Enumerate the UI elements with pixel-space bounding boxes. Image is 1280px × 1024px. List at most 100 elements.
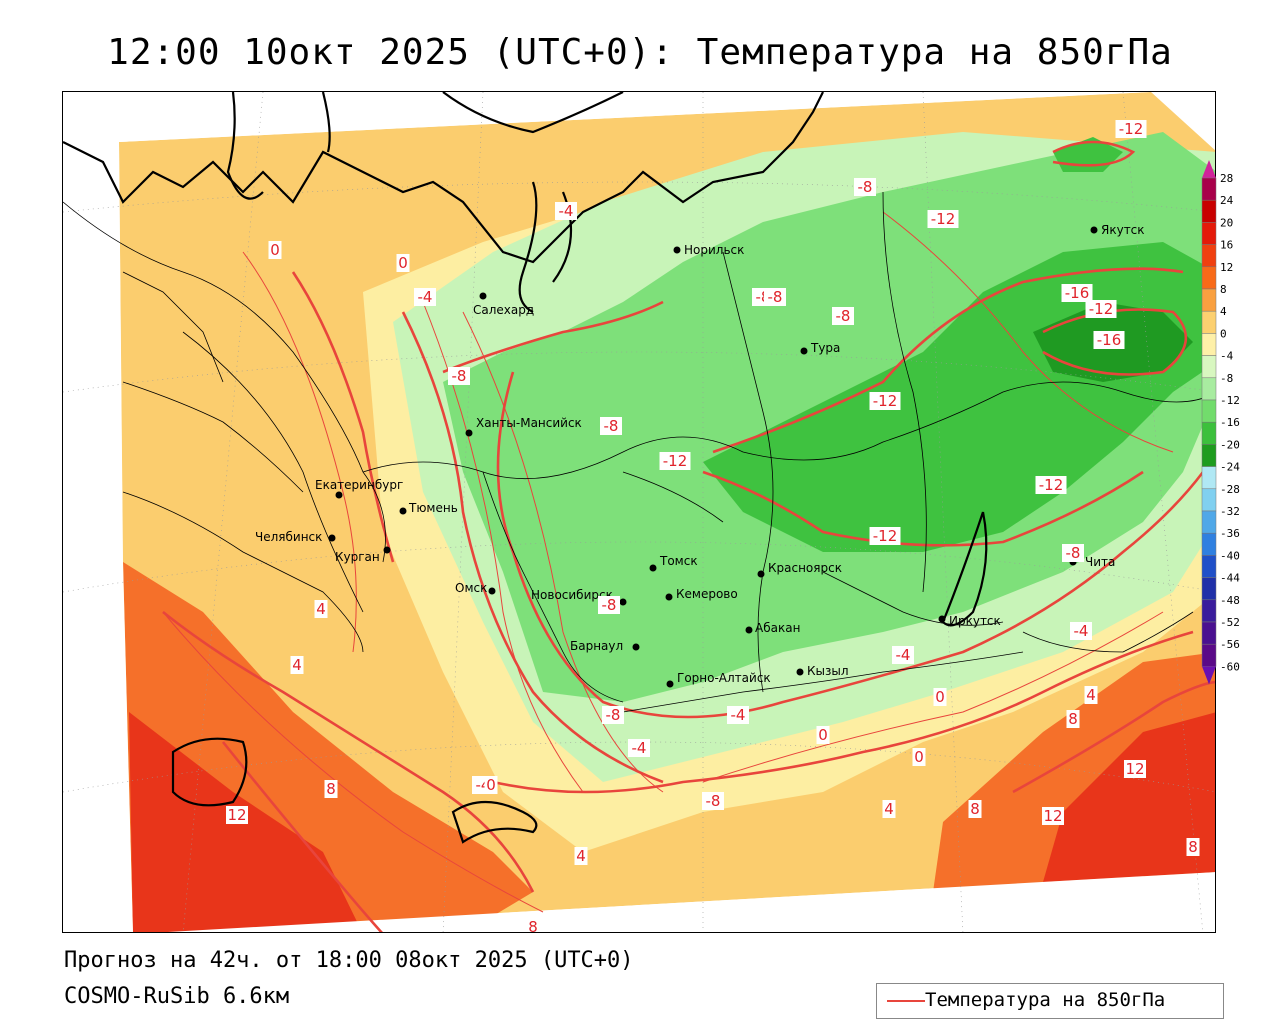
svg-text:Курган: Курган — [335, 550, 380, 564]
map-canvas: Норильск Якутск Салехард Тура Ханты-Манс… — [63, 92, 1215, 933]
isotherm-label: 0 — [912, 748, 926, 766]
city-khanty-mansiysk[interactable]: Ханты-Мансийск — [465, 416, 582, 437]
svg-text:-4: -4 — [896, 646, 911, 664]
svg-text:-4: -4 — [418, 288, 433, 306]
colorbar-tick-label: -40 — [1220, 549, 1240, 562]
city-tyumen[interactable]: Тюмень — [399, 501, 458, 515]
colorbar-tick-label: -48 — [1220, 594, 1240, 607]
svg-text:Иркутск: Иркутск — [949, 614, 1001, 628]
isotherm-label: 0 — [933, 688, 947, 706]
colorbar-swatch — [1201, 244, 1217, 268]
colorbar-swatch — [1201, 377, 1217, 401]
city-novosibirsk[interactable]: Новосибирск — [531, 588, 627, 606]
svg-text:Кемерово: Кемерово — [676, 587, 738, 601]
forecast-info: Прогноз на 42ч. от 18:00 08окт 2025 (UTC… — [64, 948, 634, 973]
isotherm-label: 12 — [1124, 760, 1146, 778]
outside-domain — [63, 92, 1215, 932]
isotherm-label: -8 — [600, 417, 622, 435]
city-kurgan[interactable]: Курган — [335, 546, 391, 565]
city-irkutsk[interactable]: Иркутск — [938, 614, 1001, 628]
graticule — [63, 92, 1215, 932]
svg-text:12: 12 — [227, 806, 246, 824]
colorbar-swatch — [1201, 266, 1217, 290]
svg-text:Якутск: Якутск — [1101, 223, 1145, 237]
city-yakutsk[interactable]: Якутск — [1090, 223, 1145, 237]
isotherm-label: -8 — [764, 288, 786, 306]
colorbar-tick-label: 24 — [1220, 194, 1234, 207]
isotherm-label: -8 — [598, 596, 620, 614]
svg-text:12: 12 — [1125, 760, 1144, 778]
temperature-map[interactable]: Норильск Якутск Салехард Тура Ханты-Манс… — [62, 91, 1216, 933]
svg-text:0: 0 — [270, 241, 280, 259]
isotherm-label: 8 — [324, 780, 338, 798]
svg-text:-16: -16 — [1065, 284, 1090, 302]
svg-text:-16: -16 — [1097, 331, 1122, 349]
colorbar-tick-label: 12 — [1220, 261, 1233, 274]
colorbar-swatch — [1201, 621, 1217, 645]
cities-layer: Норильск Якутск Салехард Тура Ханты-Манс… — [255, 223, 1145, 688]
svg-text:-12: -12 — [873, 527, 898, 545]
svg-text:Кызыл: Кызыл — [807, 664, 849, 678]
svg-text:4: 4 — [1086, 686, 1096, 704]
city-barnaul[interactable]: Барнаул — [570, 639, 640, 653]
isotherm-label: -8 — [1062, 544, 1084, 562]
isotherm-label: -12 — [869, 527, 901, 545]
city-tomsk[interactable]: Томск — [649, 554, 698, 572]
city-krasnoyarsk[interactable]: Красноярск — [757, 561, 842, 578]
city-tura[interactable]: Тура — [800, 341, 841, 355]
legend-label: Температура на 850гПа — [925, 989, 1166, 1011]
colorbar-tick-label: -16 — [1220, 416, 1240, 429]
temperature-colorbar: 28 24 20 16 12 8 4 0 -4 -8 -12 -16 -20 -24 -28 -32 -36 -4… — [1201, 160, 1240, 685]
svg-text:-4: -4 — [632, 739, 647, 757]
svg-text:0: 0 — [914, 748, 924, 766]
svg-text:-12: -12 — [663, 452, 688, 470]
colorbar-tick-label: -28 — [1220, 483, 1240, 496]
svg-text:Новосибирск: Новосибирск — [531, 588, 613, 602]
city-kyzyl[interactable]: Кызыл — [796, 664, 849, 678]
isotherm-label: -4 — [1070, 622, 1092, 640]
hot-zone-se — [1043, 712, 1215, 882]
isotherm-label: -4 — [892, 646, 914, 664]
city-gorno-altaysk[interactable]: Горно-Алтайск — [666, 671, 771, 688]
svg-text:Чита: Чита — [1085, 555, 1115, 569]
colorbar-tick-label: -36 — [1220, 527, 1240, 540]
city-norilsk[interactable]: Норильск — [673, 243, 745, 257]
colorbar-bottom-arrow — [1202, 666, 1216, 685]
isotherm-label: 8 — [968, 800, 982, 818]
isotherms-bold — [162, 140, 1215, 932]
city-kemerovo[interactable]: Кемерово — [665, 587, 738, 601]
isotherm-label: 4 — [1084, 686, 1098, 704]
svg-text:-12: -12 — [873, 392, 898, 410]
svg-text:Барнаул: Барнаул — [570, 639, 623, 653]
isotherm-label: -8 — [602, 706, 624, 724]
isotherm-label: -16 — [1093, 331, 1125, 349]
city-chelyabinsk[interactable]: Челябинск — [255, 530, 336, 544]
city-yekaterinburg[interactable]: Екатеринбург — [315, 478, 403, 499]
colorbar-top-arrow — [1202, 160, 1216, 178]
svg-text:-8: -8 — [836, 307, 851, 325]
colorbar-swatch — [1201, 222, 1217, 245]
isotherm-label: -8 — [854, 178, 876, 196]
city-abakan[interactable]: Абакан — [745, 621, 801, 635]
colorbar-swatch — [1201, 355, 1217, 379]
city-omsk[interactable]: Омск — [455, 581, 496, 595]
svg-text:Ханты-Мансийск: Ханты-Мансийск — [476, 416, 582, 430]
svg-text:-12: -12 — [1119, 120, 1144, 138]
isotherm-label: 0 — [816, 726, 830, 744]
svg-text:-12: -12 — [1039, 476, 1064, 494]
city-salekhard[interactable]: Салехард — [473, 292, 534, 318]
svg-text:-12: -12 — [1089, 300, 1114, 318]
isotherm-label: -12 — [1085, 300, 1117, 318]
isotherm-label: 12 — [1042, 807, 1064, 825]
svg-text:8: 8 — [528, 918, 538, 933]
isotherm-label: -4 — [628, 739, 650, 757]
colorbar-swatch — [1201, 399, 1217, 423]
colorbar-swatch — [1201, 199, 1217, 223]
svg-text:4: 4 — [316, 600, 326, 618]
colorbar-tick-label: 20 — [1220, 216, 1233, 229]
colorbar-swatch — [1201, 555, 1217, 578]
isotherm-label: -8 — [832, 307, 854, 325]
svg-text:-4: -4 — [559, 202, 574, 220]
isotherm-label: 0 — [484, 776, 498, 794]
colorbar-swatch — [1201, 643, 1217, 667]
